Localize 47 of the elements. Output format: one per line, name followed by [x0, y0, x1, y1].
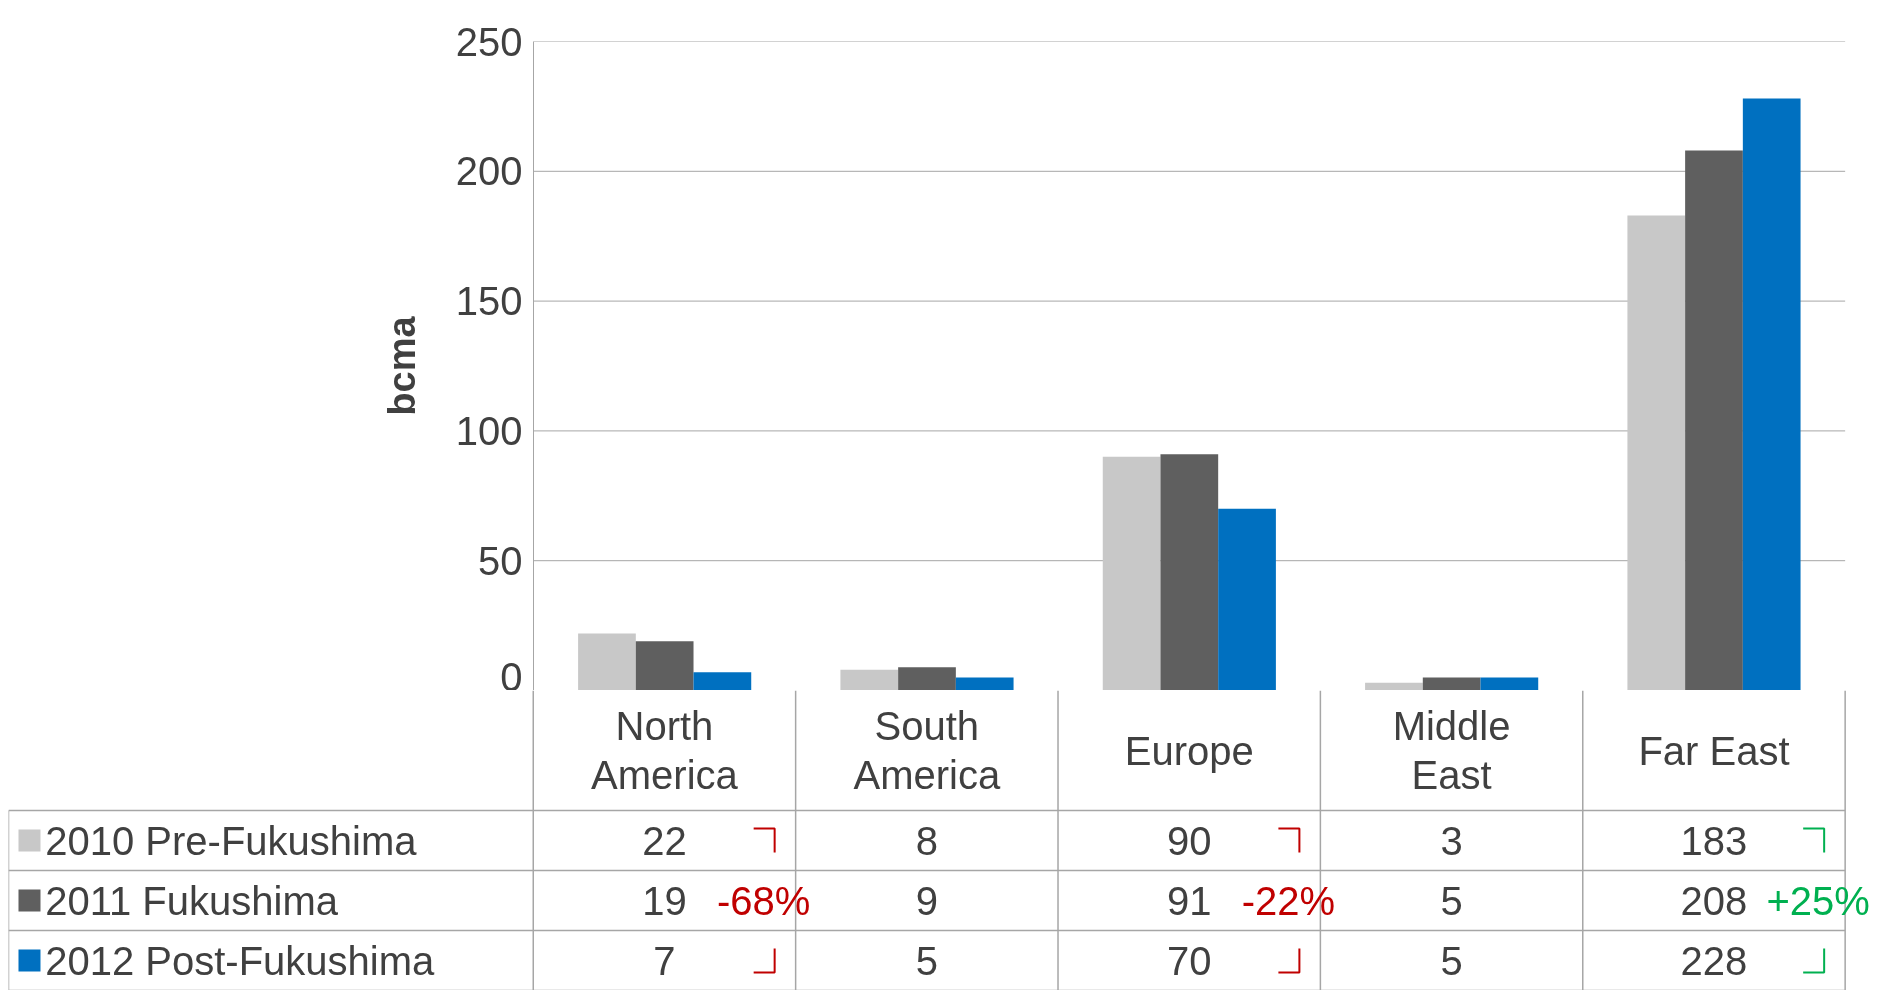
bar — [693, 672, 752, 690]
data-label: 7 — [653, 938, 676, 983]
data-label: 70 — [1166, 938, 1212, 983]
data-label: 91 — [1166, 878, 1212, 923]
text: -68% — [716, 878, 811, 923]
bar — [1742, 98, 1801, 690]
bar — [578, 633, 636, 690]
y-tick-label: 200 — [455, 149, 523, 194]
bar — [1218, 508, 1276, 690]
y-tick-label: 100 — [455, 408, 523, 453]
legend-label: 2012 Post-Fukushima — [45, 938, 436, 983]
data-label: 9 — [915, 878, 938, 923]
data-label: 5 — [1440, 878, 1463, 923]
bar — [635, 641, 694, 690]
bar — [1160, 454, 1219, 690]
y-tick-label: 50 — [478, 538, 523, 583]
data-label: 19 — [642, 878, 687, 923]
x-tick-label: Far East — [1638, 728, 1790, 773]
bar — [1102, 456, 1161, 690]
y-tick-label: 150 — [455, 279, 523, 324]
bar — [1480, 677, 1539, 690]
data-label: 5 — [915, 938, 938, 983]
data-label: 3 — [1440, 818, 1463, 863]
data-label: 5 — [1440, 938, 1463, 983]
bar — [1627, 215, 1686, 690]
data-label: 8 — [915, 818, 938, 863]
legend-label: 2010 Pre-Fukushima — [45, 818, 418, 863]
text: +25% — [1766, 878, 1870, 923]
y-tick-label: 250 — [455, 19, 523, 64]
data-label: 183 — [1680, 818, 1748, 863]
data-label: 22 — [642, 818, 687, 863]
bar — [1685, 150, 1743, 690]
data-label: 228 — [1680, 938, 1748, 983]
x-tick-label: Europe — [1124, 728, 1254, 773]
data-label: 208 — [1680, 878, 1748, 923]
data-label: 90 — [1166, 818, 1212, 863]
legend-label: 2011 Fukushima — [45, 878, 339, 923]
bar — [1422, 677, 1481, 690]
x-tick-label: South America — [853, 704, 1001, 797]
text: -22% — [1241, 878, 1336, 923]
bar — [898, 667, 956, 690]
bar — [1365, 682, 1423, 690]
x-tick-label: North America — [591, 704, 739, 797]
bar — [955, 677, 1014, 690]
y-axis-title: bcma — [380, 315, 423, 416]
x-tick-label: Middle East — [1392, 704, 1511, 797]
bar — [840, 669, 899, 690]
